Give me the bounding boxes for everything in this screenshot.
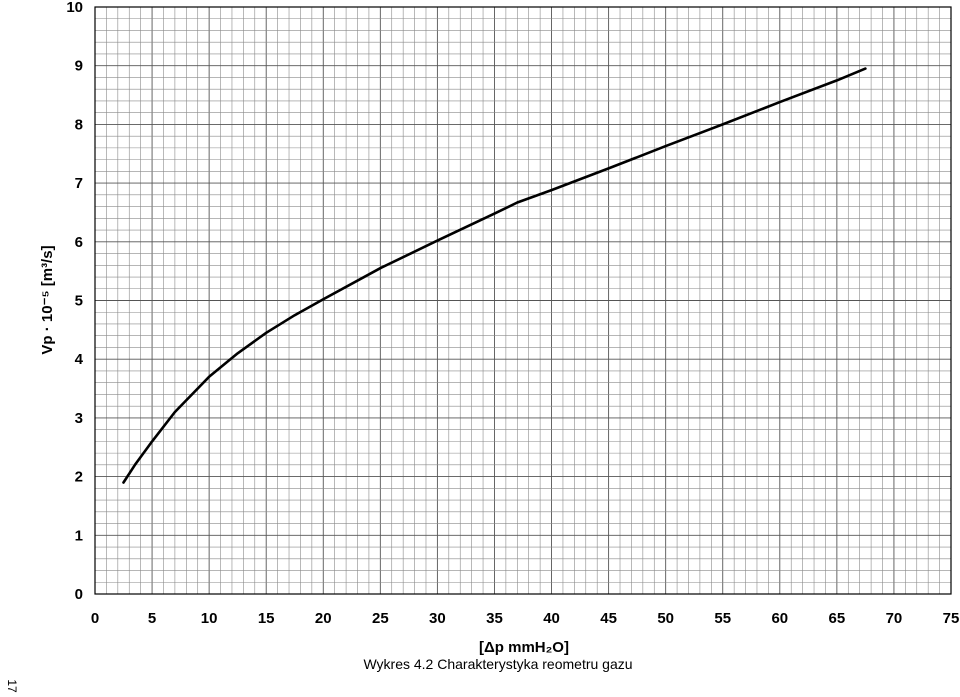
x-tick-label: 10 xyxy=(201,610,218,627)
x-tick-label: 0 xyxy=(91,610,99,627)
y-tick-label: 7 xyxy=(75,175,83,192)
x-tick-label: 50 xyxy=(657,610,674,627)
x-tick-label: 20 xyxy=(315,610,332,627)
x-axis-label: [Δp mmH₂O] xyxy=(479,639,569,656)
x-axis-ticks: 0 5 10 15 20 25 30 35 40 45 50 55 60 65 70 75 xyxy=(91,610,960,627)
x-tick-label: 55 xyxy=(714,610,731,627)
x-tick-label: 75 xyxy=(943,610,960,627)
y-tick-label: 8 xyxy=(75,116,83,133)
y-tick-label: 10 xyxy=(66,0,83,16)
x-tick-label: 60 xyxy=(771,610,788,627)
x-tick-label: 65 xyxy=(829,610,846,627)
chart-grid xyxy=(95,7,951,594)
y-tick-label: 5 xyxy=(75,293,83,310)
plot-area-border xyxy=(94,6,952,595)
figure-caption: Wykres 4.2 Charakterystyka reometru gazu xyxy=(363,656,632,672)
x-tick-label: 25 xyxy=(372,610,389,627)
series-line xyxy=(122,67,867,484)
y-tick-label: 4 xyxy=(75,351,84,368)
y-tick-label: 0 xyxy=(75,586,83,603)
data-series xyxy=(122,67,867,484)
y-tick-label: 1 xyxy=(75,527,83,544)
y-tick-label: 3 xyxy=(75,410,83,427)
x-tick-label: 40 xyxy=(543,610,560,627)
x-tick-label: 45 xyxy=(600,610,617,627)
y-tick-label: 6 xyxy=(75,234,83,251)
x-tick-label: 5 xyxy=(148,610,156,627)
x-tick-label: 15 xyxy=(258,610,275,627)
x-tick-label: 30 xyxy=(429,610,446,627)
x-tick-label: 35 xyxy=(486,610,503,627)
y-axis-ticks: 0 1 2 3 4 5 6 7 8 9 10 xyxy=(66,0,83,603)
page-number: 17 xyxy=(5,679,19,693)
y-tick-label: 2 xyxy=(75,469,83,486)
y-axis-label: Vp · 10⁻⁵ [m³/s] xyxy=(39,245,56,354)
y-tick-label: 9 xyxy=(75,58,83,75)
x-tick-label: 70 xyxy=(886,610,903,627)
